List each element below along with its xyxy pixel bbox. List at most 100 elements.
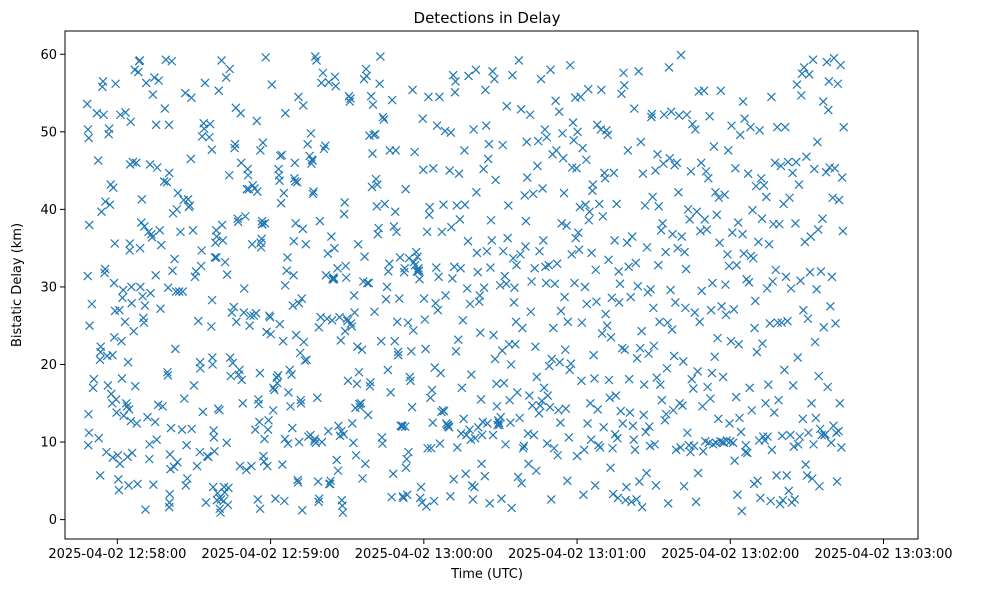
data-point [87,299,97,309]
data-point [378,439,387,449]
data-point [563,317,573,327]
data-point [614,298,624,307]
data-point [621,482,631,492]
data-point [557,218,567,228]
data-point [471,65,481,75]
data-point [576,376,586,386]
data-point [604,255,613,265]
data-point [637,502,647,512]
data-point [220,257,230,267]
data-point [225,64,235,74]
data-point [127,448,137,458]
data-point [140,222,149,231]
data-point [379,114,389,124]
data-point [264,415,273,425]
data-point [279,496,289,506]
data-point [182,440,191,450]
data-point [133,67,143,77]
data-point [455,215,465,224]
data-point [88,383,98,393]
data-point [208,482,218,492]
data-point [164,120,174,130]
data-point [226,371,236,381]
data-point [453,335,463,345]
data-point [348,438,358,448]
data-point [802,470,812,480]
data-point [291,330,301,340]
data-point [469,482,479,492]
data-point [562,221,572,231]
data-point [834,195,844,205]
data-point [748,205,757,215]
data-point [726,336,736,346]
data-point [686,166,696,176]
data-point [392,317,402,327]
data-point [189,381,199,390]
data-point [540,125,550,134]
data-point [837,173,847,183]
data-point [590,481,600,490]
data-point [565,60,575,70]
data-point [713,414,723,424]
data-point [343,376,353,386]
data-point [422,227,432,237]
data-point [326,232,336,241]
data-point [639,410,649,420]
data-point [599,422,609,432]
data-point [673,243,683,253]
data-point [434,272,444,282]
data-point [209,425,219,435]
data-point [295,348,305,358]
data-point [597,329,607,338]
data-point [605,393,615,403]
data-point [792,80,802,89]
data-point [621,495,631,505]
data-point [266,329,276,339]
data-point [678,356,688,366]
data-point [294,298,304,308]
data-point [303,139,313,149]
data-point [724,261,734,271]
data-point [100,197,110,207]
data-point [839,122,849,132]
data-point [760,436,770,445]
data-point [149,73,159,82]
data-point [113,474,123,484]
data-point [339,429,349,439]
data-point [658,159,668,169]
data-point [835,398,845,408]
data-point [551,96,561,106]
data-point [589,350,599,360]
data-point [558,128,567,138]
data-point [508,253,518,263]
data-point [741,440,751,450]
data-point [370,129,380,139]
data-point [480,471,490,481]
data-point [313,477,323,487]
data-point [615,279,625,289]
data-point [836,443,846,452]
data-point [445,166,455,176]
data-point [132,419,142,428]
data-point [420,315,430,324]
data-point [744,277,754,287]
data-point [676,443,685,452]
data-point [85,321,94,331]
data-point [288,301,298,310]
y-tick-label: 40 [40,203,57,218]
data-point [608,489,618,499]
data-point [439,406,449,416]
data-point [573,228,583,238]
data-point [567,249,577,259]
data-point [683,204,693,214]
data-point [693,468,703,478]
data-point [152,435,162,445]
data-point [470,433,480,443]
data-point [358,474,367,483]
data-point [209,432,219,442]
data-point [100,268,110,278]
data-point [535,401,545,411]
data-point [695,317,705,327]
data-point [233,214,243,224]
data-point [814,481,824,491]
